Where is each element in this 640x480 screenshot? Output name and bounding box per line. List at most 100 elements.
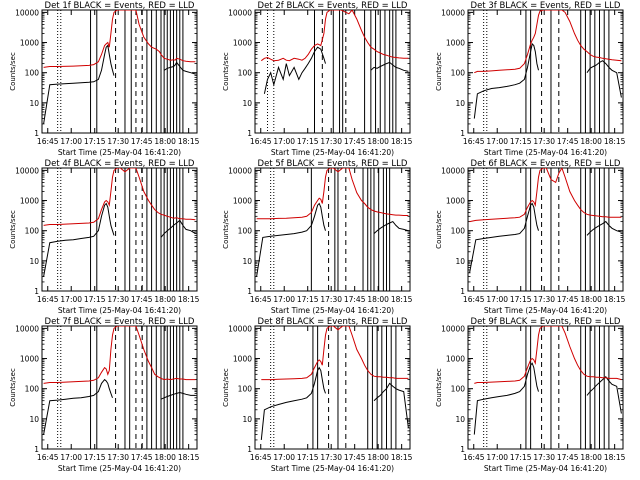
- series-events-line: [473, 362, 622, 435]
- x-tick-label: 16:45: [250, 295, 272, 304]
- x-tick-label: 18:15: [178, 295, 200, 304]
- chart-title: Det 3f BLACK = Events, RED = LLD: [471, 1, 621, 11]
- x-axis-label: Start Time (25-May-04 16:41:20): [271, 464, 394, 473]
- y-tick-label: 10: [242, 257, 252, 266]
- x-tick-label: 18:00: [580, 295, 602, 304]
- series-events-line: [256, 202, 409, 277]
- series-lld-line: [43, 10, 196, 68]
- y-tick-label: 10: [242, 415, 252, 424]
- y-tick-label: 100: [238, 385, 253, 394]
- chart-title: Det 5f BLACK = Events, RED = LLD: [258, 159, 408, 169]
- x-tick-label: 17:15: [297, 137, 319, 146]
- series-events-line: [469, 202, 622, 273]
- y-tick-label: 1: [34, 445, 39, 454]
- x-tick-label: 18:00: [367, 453, 389, 462]
- x-tick-label: 17:00: [273, 137, 295, 146]
- y-axis-label: Counts/sec: [435, 52, 443, 91]
- y-tick-label: 100: [238, 227, 253, 236]
- y-tick-label: 10000: [15, 8, 39, 17]
- x-tick-label: 17:45: [131, 137, 153, 146]
- y-tick-label: 10: [455, 415, 465, 424]
- series-lld-line: [43, 326, 196, 384]
- x-tick-label: 17:00: [60, 295, 82, 304]
- x-tick-label: 18:15: [391, 295, 413, 304]
- x-tick-label: 18:15: [178, 453, 200, 462]
- x-tick-label: 16:45: [37, 295, 59, 304]
- chart-title: Det 8f BLACK = Events, RED = LLD: [258, 317, 408, 327]
- y-tick-label: 1: [460, 129, 465, 138]
- y-axis-label: Counts/sec: [222, 210, 230, 249]
- x-tick-label: 17:45: [131, 295, 153, 304]
- y-tick-label: 1: [247, 129, 252, 138]
- y-tick-label: 1000: [20, 39, 39, 48]
- x-tick-label: 17:15: [510, 137, 532, 146]
- series-lld-line: [43, 168, 196, 226]
- y-axis-label: Counts/sec: [9, 368, 17, 407]
- x-tick-label: 17:15: [510, 453, 532, 462]
- x-tick-label: 17:15: [297, 453, 319, 462]
- x-tick-label: 17:00: [60, 453, 82, 462]
- series-lld-line: [474, 326, 622, 384]
- y-tick-label: 1: [34, 129, 39, 138]
- x-tick-label: 16:45: [250, 453, 272, 462]
- x-tick-label: 17:30: [320, 453, 342, 462]
- x-tick-label: 16:45: [463, 453, 485, 462]
- y-tick-label: 10000: [441, 324, 465, 333]
- x-tick-label: 17:30: [107, 137, 129, 146]
- series-events-line: [43, 44, 196, 124]
- y-tick-label: 10000: [228, 166, 252, 175]
- y-axis-label: Counts/sec: [222, 368, 230, 407]
- series-lld-line: [260, 10, 409, 62]
- y-tick-label: 10: [455, 99, 465, 108]
- y-tick-label: 10000: [15, 166, 39, 175]
- y-tick-label: 100: [451, 69, 466, 78]
- x-tick-label: 18:00: [367, 295, 389, 304]
- y-tick-label: 1: [460, 445, 465, 454]
- x-tick-label: 16:45: [463, 137, 485, 146]
- y-tick-label: 1000: [446, 355, 465, 364]
- x-tick-label: 17:30: [107, 453, 129, 462]
- panel-2: Det 2f BLACK = Events, RED = LLD Counts/s…: [222, 1, 413, 157]
- x-tick-label: 17:00: [486, 453, 508, 462]
- x-tick-label: 17:45: [344, 137, 366, 146]
- x-axis-label: Start Time (25-May-04 16:41:20): [58, 148, 181, 157]
- chart-title: Det 6f BLACK = Events, RED = LLD: [471, 159, 621, 169]
- y-tick-label: 100: [451, 227, 466, 236]
- y-tick-label: 1000: [233, 39, 252, 48]
- chart-title: Det 7f BLACK = Events, RED = LLD: [45, 317, 195, 327]
- x-tick-label: 17:45: [557, 137, 579, 146]
- y-tick-label: 10: [242, 99, 252, 108]
- y-tick-label: 10000: [441, 166, 465, 175]
- x-tick-label: 18:15: [604, 137, 626, 146]
- x-tick-label: 17:30: [533, 137, 555, 146]
- y-tick-label: 100: [451, 385, 466, 394]
- x-tick-label: 18:15: [178, 137, 200, 146]
- x-tick-label: 18:00: [154, 295, 176, 304]
- x-axis-label: Start Time (25-May-04 16:41:20): [484, 148, 607, 157]
- x-tick-label: 16:45: [463, 295, 485, 304]
- y-axis-label: Counts/sec: [9, 52, 17, 91]
- y-axis-label: Counts/sec: [435, 368, 443, 407]
- series-events-line: [473, 42, 622, 119]
- y-tick-label: 10: [29, 257, 39, 266]
- x-axis-label: Start Time (25-May-04 16:41:20): [58, 306, 181, 315]
- y-tick-label: 1000: [233, 355, 252, 364]
- x-tick-label: 17:45: [344, 295, 366, 304]
- panel-5: Det 5f BLACK = Events, RED = LLD Counts/s…: [222, 159, 413, 315]
- x-axis-label: Start Time (25-May-04 16:41:20): [271, 148, 394, 157]
- x-axis-label: Start Time (25-May-04 16:41:20): [58, 464, 181, 473]
- y-axis-label: Counts/sec: [9, 210, 17, 249]
- panel-4: Det 4f BLACK = Events, RED = LLD Counts/s…: [9, 159, 200, 315]
- y-tick-label: 10: [455, 257, 465, 266]
- x-tick-label: 18:00: [580, 453, 602, 462]
- y-tick-label: 100: [238, 69, 253, 78]
- panel-3: Det 3f BLACK = Events, RED = LLD Counts/s…: [435, 1, 626, 157]
- y-tick-label: 1: [34, 287, 39, 296]
- x-tick-label: 17:15: [84, 137, 106, 146]
- y-tick-label: 1000: [20, 355, 39, 364]
- x-tick-label: 17:30: [533, 295, 555, 304]
- x-tick-label: 17:00: [60, 137, 82, 146]
- x-tick-label: 17:00: [273, 453, 295, 462]
- x-tick-label: 17:30: [107, 295, 129, 304]
